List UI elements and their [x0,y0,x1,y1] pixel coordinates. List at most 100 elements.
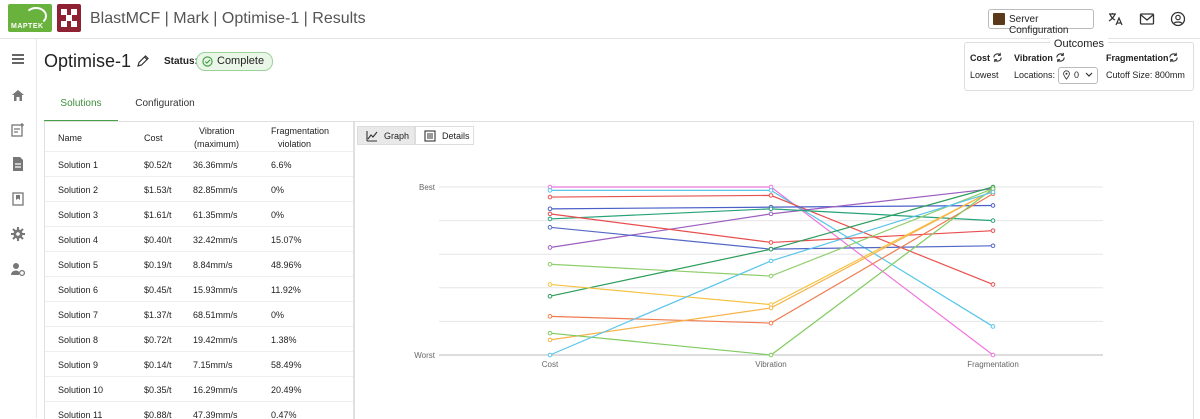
data-point[interactable] [547,225,553,230]
bookmark-icon[interactable] [10,191,26,207]
data-point[interactable] [768,188,774,193]
cell-cost: $0.45/t [144,285,172,295]
tab-solutions[interactable]: Solutions [44,94,118,122]
table-row[interactable]: Solution 1 $0.52/t 36.36mm/s 6.6% [45,151,353,177]
check-circle-icon [202,56,213,67]
mail-icon[interactable] [1139,11,1155,27]
details-toggle-button[interactable]: Details [415,126,474,145]
edit-pencil-icon[interactable] [136,54,150,68]
cell-fragmentation: 58.49% [271,360,302,370]
outcomes-title: Outcomes [1049,38,1109,50]
data-point[interactable] [768,246,774,252]
cell-name: Solution 3 [58,210,99,220]
status-value: Complete [217,55,265,67]
data-point[interactable] [990,203,996,208]
account-icon[interactable] [1170,11,1186,27]
cell-cost: $0.88/t [144,410,172,419]
data-point[interactable] [547,330,553,336]
cell-fragmentation: 11.92% [271,285,301,295]
data-point[interactable] [547,206,553,212]
col-header-name[interactable]: Name [58,133,83,143]
col-header-fragmentation[interactable]: Fragmentation [271,126,330,136]
data-point[interactable] [990,218,996,223]
data-point[interactable] [768,273,774,279]
table-row[interactable]: Solution 10 $0.35/t 16.29mm/s 20.49% [45,376,353,402]
cell-name: Solution 4 [58,235,99,245]
data-point[interactable] [768,211,774,217]
add-note-icon[interactable] [10,122,26,138]
data-point[interactable] [547,314,553,319]
server-configuration-button[interactable]: Server Configuration [988,9,1094,36]
table-row[interactable]: Solution 4 $0.40/t 32.42mm/s 15.07% [45,226,353,252]
cell-cost: $0.14/t [144,360,172,370]
table-row[interactable]: Solution 5 $0.19/t 8.84mm/s 48.96% [45,251,353,277]
col-header-vibration[interactable]: Vibration [199,126,235,136]
data-point[interactable] [547,352,553,358]
data-point[interactable] [768,320,774,326]
blastmcf-logo [57,4,81,32]
table-row[interactable]: Solution 2 $1.53/t 82.85mm/s 0% [45,176,353,202]
data-point[interactable] [990,324,996,329]
data-point[interactable] [547,245,553,250]
sidebar [0,39,37,418]
data-point[interactable] [768,206,774,212]
data-point[interactable] [990,282,996,287]
data-point[interactable] [547,282,553,287]
table-row[interactable]: Solution 7 $1.37/t 68.51mm/s 0% [45,301,353,327]
data-point[interactable] [547,188,553,193]
col-header-cost[interactable]: Cost [144,133,163,143]
home-icon[interactable] [10,87,26,103]
cell-cost: $0.40/t [144,235,172,245]
data-point[interactable] [547,216,553,222]
line-chart-icon [366,131,378,142]
data-point[interactable] [990,352,996,358]
data-point[interactable] [547,194,553,200]
data-point[interactable] [990,228,996,233]
details-toggle-label: Details [442,131,470,141]
data-point[interactable] [547,261,553,267]
document-icon[interactable] [10,156,26,172]
table-row[interactable]: Solution 9 $0.14/t 7.15mm/s 58.49% [45,351,353,377]
status-badge: Complete [196,52,274,71]
cell-fragmentation: 0% [271,210,285,220]
refresh-icon[interactable] [1055,52,1066,63]
data-point[interactable] [990,189,996,195]
cell-cost: $0.19/t [144,260,172,270]
table-row[interactable]: Solution 8 $0.72/t 19.42mm/s 1.38% [45,326,353,352]
user-settings-icon[interactable] [10,261,26,277]
refresh-icon[interactable] [1168,52,1179,63]
page-title: Optimise-1 [44,51,132,71]
outcome-cost-label: Cost [970,53,990,63]
data-point[interactable] [990,243,996,249]
table-row[interactable]: Solution 11 $0.88/t 47.39mm/s 0.47% [45,401,353,419]
location-pin-icon [1063,70,1070,80]
data-point[interactable] [547,337,553,343]
solutions-table: Name Cost Vibration (maximum) Fragmentat… [44,121,354,419]
table-row[interactable]: Solution 6 $0.45/t 15.93mm/s 11.92% [45,276,353,302]
data-point[interactable] [768,352,774,358]
cell-name: Solution 8 [58,335,99,345]
menu-icon[interactable] [10,51,26,67]
y-label-best: Best [419,183,436,192]
cell-vibration: 15.93mm/s [193,285,238,295]
refresh-icon[interactable] [992,52,1003,63]
cell-vibration: 7.15mm/s [193,360,233,370]
chevron-down-icon [1085,72,1093,77]
data-point[interactable] [768,193,774,198]
data-point[interactable] [547,211,553,217]
cell-fragmentation: 15.07% [271,235,302,245]
tab-configuration[interactable]: Configuration [135,98,195,109]
cell-cost: $1.53/t [144,185,172,195]
data-point[interactable] [768,240,774,245]
data-point[interactable] [768,305,774,311]
cell-vibration: 19.42mm/s [193,335,238,345]
locations-select[interactable]: 0 [1058,67,1098,84]
cell-vibration: 47.39mm/s [193,410,238,419]
table-row[interactable]: Solution 3 $1.61/t 61.35mm/s 0% [45,201,353,227]
data-point[interactable] [768,258,774,264]
data-point[interactable] [547,293,553,299]
graph-toggle-button[interactable]: Graph [357,126,415,145]
gear-icon[interactable] [10,226,26,242]
translate-icon[interactable] [1107,11,1123,27]
locations-count: 0 [1074,70,1080,80]
